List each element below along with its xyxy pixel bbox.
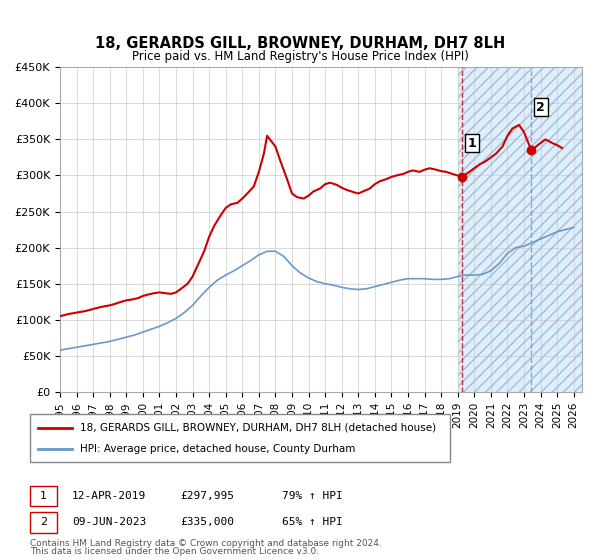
Text: 2: 2 — [536, 100, 545, 114]
Text: This data is licensed under the Open Government Licence v3.0.: This data is licensed under the Open Gov… — [30, 547, 319, 556]
Text: 79% ↑ HPI: 79% ↑ HPI — [282, 491, 343, 501]
Text: 09-JUN-2023: 09-JUN-2023 — [72, 517, 146, 528]
Text: 18, GERARDS GILL, BROWNEY, DURHAM, DH7 8LH (detached house): 18, GERARDS GILL, BROWNEY, DURHAM, DH7 8… — [80, 423, 437, 433]
Text: Contains HM Land Registry data © Crown copyright and database right 2024.: Contains HM Land Registry data © Crown c… — [30, 539, 382, 548]
Text: 2: 2 — [40, 517, 47, 528]
Text: HPI: Average price, detached house, County Durham: HPI: Average price, detached house, Coun… — [80, 444, 356, 454]
FancyBboxPatch shape — [30, 414, 450, 462]
Bar — [458, 67, 582, 392]
Text: 1: 1 — [467, 137, 476, 150]
Text: 1: 1 — [40, 491, 47, 501]
Text: 65% ↑ HPI: 65% ↑ HPI — [282, 517, 343, 528]
Text: 18, GERARDS GILL, BROWNEY, DURHAM, DH7 8LH: 18, GERARDS GILL, BROWNEY, DURHAM, DH7 8… — [95, 36, 505, 52]
Bar — [458, 67, 582, 392]
Text: Price paid vs. HM Land Registry's House Price Index (HPI): Price paid vs. HM Land Registry's House … — [131, 50, 469, 63]
Text: £335,000: £335,000 — [180, 517, 234, 528]
Text: £297,995: £297,995 — [180, 491, 234, 501]
Text: 12-APR-2019: 12-APR-2019 — [72, 491, 146, 501]
